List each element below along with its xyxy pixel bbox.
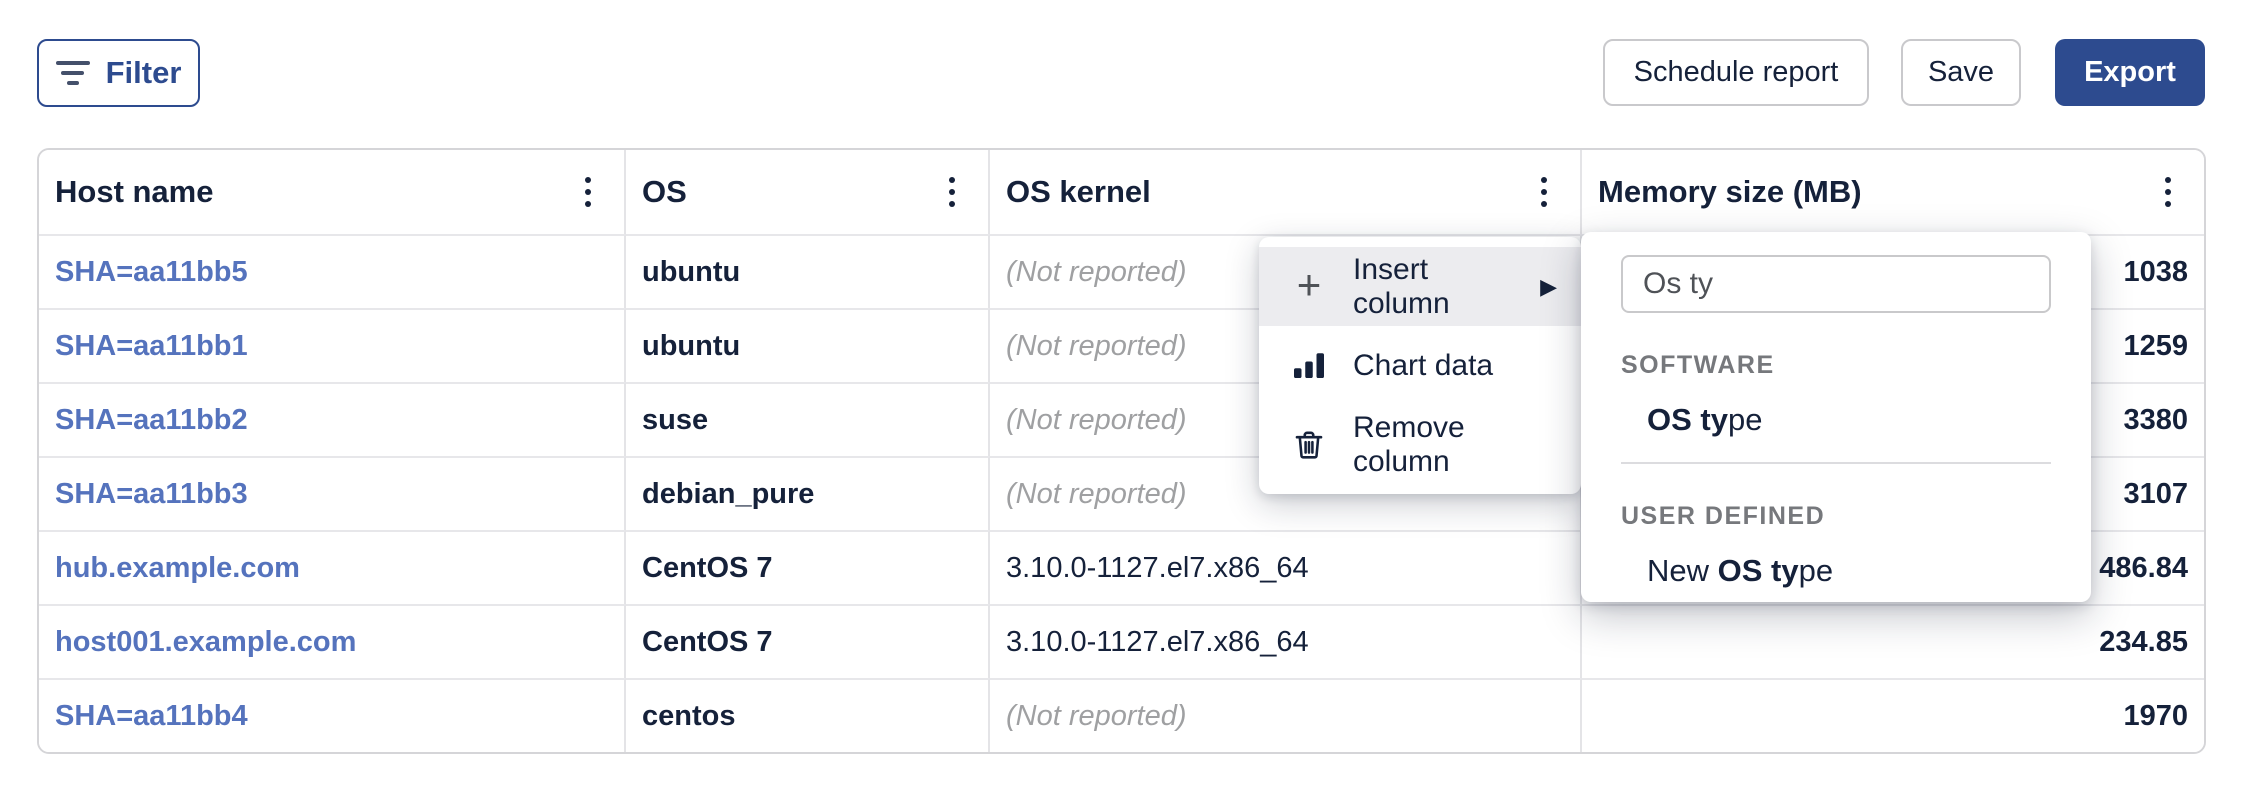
- host-link[interactable]: hub.example.com: [55, 551, 300, 584]
- column-header-label: OS kernel: [1006, 174, 1151, 209]
- menu-item-label: Remove column: [1353, 410, 1465, 478]
- table-cell-os: ubuntu: [626, 308, 990, 382]
- table-cell-os: centos: [626, 678, 990, 752]
- column-header-os-kernel: OS kernel: [990, 150, 1582, 234]
- option-text-post: pe: [1798, 553, 1834, 588]
- option-text-match: OS ty: [1647, 402, 1728, 437]
- table-cell-memory: 234.85: [1582, 604, 2204, 678]
- group-label-software: SOFTWARE: [1621, 351, 1775, 379]
- option-text-match: OS ty: [1717, 553, 1799, 588]
- group-label-user-defined: USER DEFINED: [1621, 502, 1826, 530]
- column-header-os: OS: [626, 150, 990, 234]
- host-link[interactable]: SHA=aa11bb1: [55, 329, 248, 362]
- kebab-menu-icon[interactable]: [930, 168, 974, 216]
- kebab-menu-icon[interactable]: [1522, 168, 1566, 216]
- kebab-menu-icon[interactable]: [2146, 168, 2190, 216]
- schedule-report-button[interactable]: Schedule report: [1603, 39, 1869, 106]
- column-header-host-name: Host name: [39, 150, 626, 234]
- table-cell-os-kernel: (Not reported): [990, 678, 1582, 752]
- table-cell-os: ubuntu: [626, 234, 990, 308]
- menu-item-insert-column[interactable]: + Insert column ▶: [1259, 247, 1581, 326]
- host-link[interactable]: SHA=aa11bb2: [55, 403, 248, 436]
- table-cell-memory: 1970: [1582, 678, 2204, 752]
- menu-item-remove-column[interactable]: Remove column: [1259, 405, 1581, 484]
- column-header-label: Host name: [55, 174, 214, 209]
- filter-button[interactable]: Filter: [37, 39, 200, 107]
- option-text-post: pe: [1727, 402, 1763, 437]
- column-header-memory-size: Memory size (MB): [1582, 150, 2204, 234]
- table-cell-os: CentOS 7: [626, 604, 990, 678]
- divider: [1621, 613, 2051, 615]
- column-header-label: Memory size (MB): [1598, 174, 1862, 209]
- menu-item-label: Chart data: [1353, 348, 1494, 382]
- filter-button-label: Filter: [105, 55, 182, 90]
- menu-item-label: Insert column: [1353, 252, 1450, 320]
- filter-icon: [55, 61, 90, 85]
- column-search-input[interactable]: [1621, 255, 2051, 313]
- table-cell-host: SHA=aa11bb2: [39, 382, 626, 456]
- table-cell-host: SHA=aa11bb3: [39, 456, 626, 530]
- host-link[interactable]: SHA=aa11bb4: [55, 699, 248, 732]
- table-cell-host: SHA=aa11bb1: [39, 308, 626, 382]
- table-cell-os-kernel: 3.10.0-1127.el7.x86_64: [990, 530, 1582, 604]
- table-cell-host: SHA=aa11bb5: [39, 234, 626, 308]
- schedule-report-label: Schedule report: [1633, 56, 1839, 88]
- trash-icon: [1289, 428, 1329, 462]
- submenu-arrow-icon: ▶: [1540, 273, 1557, 299]
- export-button[interactable]: Export: [2055, 39, 2205, 106]
- export-button-label: Export: [2084, 56, 2176, 88]
- host-link[interactable]: host001.example.com: [55, 625, 357, 658]
- plus-icon: +: [1296, 260, 1322, 308]
- divider: [1621, 462, 2051, 464]
- kebab-menu-icon[interactable]: [566, 168, 610, 216]
- menu-item-chart-data[interactable]: Chart data: [1259, 326, 1581, 405]
- table-cell-host: hub.example.com: [39, 530, 626, 604]
- option-text-pre: New: [1647, 553, 1718, 588]
- table-cell-os-kernel: 3.10.0-1127.el7.x86_64: [990, 604, 1582, 678]
- bar-chart-icon: [1289, 348, 1329, 384]
- table-cell-host: SHA=aa11bb4: [39, 678, 626, 752]
- save-button[interactable]: Save: [1901, 39, 2021, 106]
- table-cell-os: CentOS 7: [626, 530, 990, 604]
- insert-column-popover: SOFTWARE OS type USER DEFINED New OS typ…: [1581, 232, 2091, 615]
- host-link[interactable]: SHA=aa11bb3: [55, 477, 248, 510]
- option-os-type[interactable]: OS type: [1621, 402, 2051, 438]
- table-cell-os: suse: [626, 382, 990, 456]
- option-new-os-type[interactable]: New OS type: [1621, 553, 2051, 589]
- column-header-label: OS: [642, 174, 687, 209]
- host-link[interactable]: SHA=aa11bb5: [55, 255, 248, 288]
- table-cell-host: host001.example.com: [39, 604, 626, 678]
- save-button-label: Save: [1927, 56, 1995, 88]
- table-cell-os: debian_pure: [626, 456, 990, 530]
- column-context-menu: + Insert column ▶ Chart data: [1259, 237, 1581, 494]
